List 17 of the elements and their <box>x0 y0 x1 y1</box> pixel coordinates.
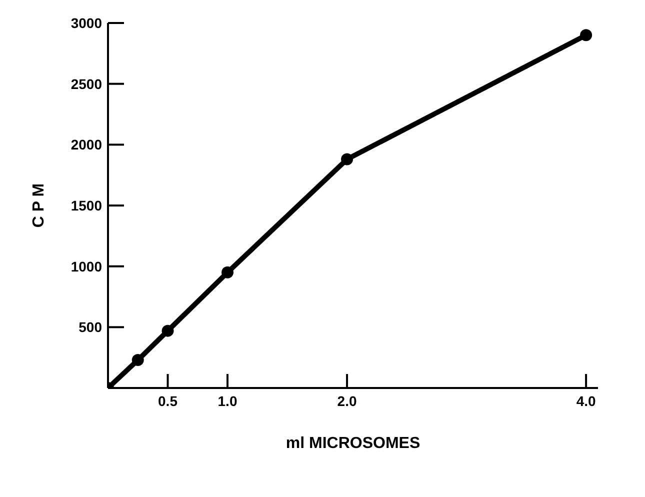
y-axis-title: C P M <box>30 183 48 228</box>
x-axis-title: ml MICROSOMES <box>286 435 420 452</box>
point <box>162 324 174 337</box>
x-tick-label: 2.0 <box>337 392 357 409</box>
y-tick-label: 500 <box>78 319 102 336</box>
point <box>580 29 592 42</box>
point <box>341 153 354 166</box>
point <box>132 354 144 366</box>
y-tick-label: 3000 <box>70 14 102 31</box>
x-tick-label: 4.0 <box>576 392 596 409</box>
point <box>222 266 234 278</box>
y-tick-label: 2500 <box>70 76 102 92</box>
y-tick-label: 1500 <box>70 197 102 214</box>
x-tick-label: 0.5 <box>158 392 178 409</box>
x-tick-label: 1.0 <box>218 392 238 409</box>
y-tick-label: 1000 <box>70 258 102 274</box>
y-tick-label: 2000 <box>70 136 102 153</box>
